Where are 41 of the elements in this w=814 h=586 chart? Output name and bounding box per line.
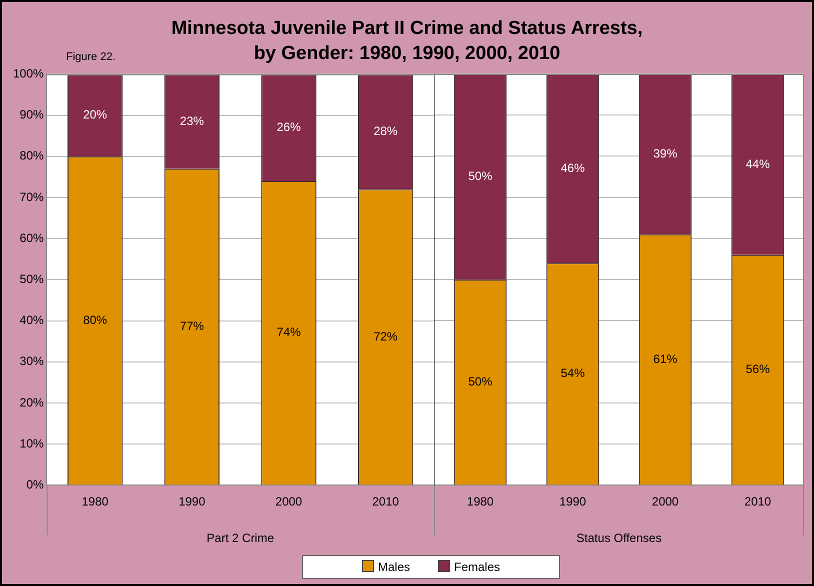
- y-tick-label: 40%: [20, 313, 44, 328]
- data-label: 56%: [746, 362, 770, 376]
- legend-label: Females: [453, 560, 500, 574]
- data-label: 50%: [468, 374, 493, 388]
- y-tick-label: 10%: [20, 436, 44, 450]
- data-label: 39%: [653, 146, 678, 160]
- x-tick-label: 1990: [559, 494, 586, 509]
- x-tick-label: 1990: [178, 494, 206, 509]
- data-label: 23%: [180, 114, 204, 128]
- data-label: 26%: [276, 120, 302, 134]
- x-axis-title: Part 2 Crime: [206, 531, 274, 546]
- y-tick-label: 100%: [12, 66, 44, 81]
- data-label: 44%: [746, 156, 770, 171]
- chart-title: Minnesota Juvenile Part II Crime and Status Arrests, by Gender: 1980, 1990, 2000, 2010: [170, 17, 644, 66]
- x-tick-label: 2000: [652, 494, 679, 509]
- legend-label: Males: [376, 560, 410, 574]
- data-label: 74%: [276, 325, 302, 340]
- y-tick-label: 50%: [20, 272, 44, 286]
- x-tick-label: 1980: [466, 494, 494, 509]
- y-tick-label: 30%: [20, 354, 44, 368]
- y-tick-label: 80%: [20, 148, 44, 163]
- x-axis-title: Status Offenses: [576, 531, 662, 546]
- data-label: 28%: [374, 124, 398, 138]
- data-label: 54%: [560, 366, 586, 380]
- data-label: 46%: [560, 160, 586, 175]
- caption: Figure 22.: [66, 51, 116, 63]
- x-tick-label: 2000: [275, 494, 302, 509]
- data-label: 20%: [83, 108, 108, 122]
- y-tick-label: 90%: [20, 108, 44, 122]
- x-tick-label: 2010: [372, 494, 400, 509]
- y-tick-label: 60%: [20, 230, 44, 245]
- data-label: 61%: [653, 352, 678, 366]
- x-tick-label: 1980: [82, 494, 109, 509]
- data-label: 80%: [83, 312, 108, 327]
- data-label: 50%: [468, 169, 493, 184]
- data-label: 77%: [180, 319, 204, 334]
- y-tick-label: 70%: [20, 190, 44, 204]
- x-tick-label: 2010: [744, 494, 772, 509]
- y-tick-label: 0%: [26, 478, 44, 492]
- y-tick-label: 20%: [20, 395, 44, 410]
- data-label: 72%: [374, 329, 398, 344]
